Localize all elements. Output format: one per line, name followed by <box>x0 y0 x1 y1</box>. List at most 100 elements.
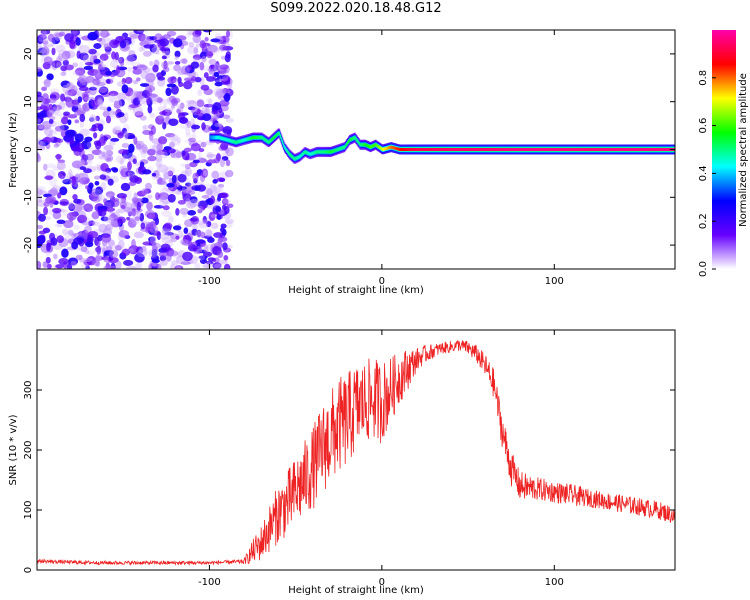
spectrogram-noise-point <box>203 103 214 108</box>
spectrogram-noise-point <box>46 263 52 269</box>
spectrogram-noise-point <box>43 78 51 88</box>
spectrogram-ridge-cell <box>423 148 426 151</box>
spectrogram-ridge-cell <box>444 148 446 151</box>
spectrogram-noise-point <box>220 223 227 229</box>
spectrogram-noise-point <box>134 253 145 263</box>
spectrogram-ridge-cell <box>641 148 644 151</box>
spectrogram-noise-point <box>73 236 84 245</box>
spectrogram-ridge-cell <box>342 145 345 149</box>
spectrogram-noise-point <box>56 219 66 225</box>
spectrogram-noise-point <box>98 223 108 233</box>
spectrogram-ridge-cell <box>602 148 605 151</box>
spectrogram-ridge-cell <box>469 148 471 151</box>
spectrogram-noise-point <box>212 179 218 184</box>
spectrogram-ridge-cell <box>470 148 472 151</box>
spectrogram-ridge-cell <box>255 136 258 140</box>
spectrogram-ridge-cell <box>268 140 270 144</box>
spectrogram-noise-point <box>109 265 117 269</box>
spectrogram-noise-point <box>88 86 97 91</box>
spectrogram-ridge-cell <box>664 148 667 151</box>
spectrogram-noise-point <box>178 116 188 124</box>
spectrogram-noise-point <box>98 155 105 160</box>
spectrogram-noise-point <box>103 43 111 50</box>
spectrogram-ridge-cell <box>418 148 420 151</box>
spectrogram-ridge-cell <box>282 143 285 147</box>
spectrogram-y-label: Frequency (Hz) <box>8 112 19 188</box>
spectrogram-noise-point <box>37 66 42 72</box>
spectrogram-noise-point <box>95 254 101 263</box>
spectrogram-ridge-cell <box>447 148 449 151</box>
spectrogram-ridge-cell <box>450 148 452 151</box>
spectrogram-noise-point <box>136 262 143 269</box>
spectrogram-ridge-cell <box>357 140 359 144</box>
spectrogram-ridge-cell <box>394 146 397 150</box>
spectrogram-noise-point <box>74 119 80 124</box>
spectrogram-ridge-cell <box>546 148 549 151</box>
spectrogram-noise-point <box>139 212 145 222</box>
spectrogram-ridge-cell <box>507 148 509 151</box>
spectrogram-noise-point <box>198 157 207 164</box>
spectrogram-noise-point <box>169 263 176 269</box>
spectrogram-noise-point <box>91 211 100 220</box>
spectrogram-ridge-cell <box>638 148 641 151</box>
spectrogram-noise-point <box>168 118 179 127</box>
spectrogram-noise-point <box>113 198 119 203</box>
spectrogram-ridge-cell <box>365 143 368 147</box>
spectrogram-ridge-cell <box>215 136 218 140</box>
spectrogram-noise-point <box>88 48 97 55</box>
spectrogram-ridge-cell <box>266 139 268 143</box>
spectrogram-noise-point <box>44 175 54 180</box>
spectrogram-noise-point <box>139 247 149 256</box>
spectrogram-noise-point <box>205 229 213 237</box>
spectrogram-noise-point <box>210 38 221 43</box>
spectrogram-noise-point <box>157 164 169 173</box>
spectrogram-noise-point <box>193 47 199 54</box>
spectrogram-ridge-cell <box>273 135 276 139</box>
spectrogram-noise-point <box>218 185 224 193</box>
spectrogram-noise-point <box>155 158 163 166</box>
spectrogram-ridge-cell <box>557 148 559 151</box>
spectrogram-ridge-cell <box>372 144 375 148</box>
spectrogram-ridge-cell <box>475 148 477 151</box>
spectrogram-noise-point <box>135 143 142 151</box>
spectrogram-noise-point <box>207 237 215 243</box>
spectrogram-noise-point <box>106 193 114 200</box>
spectrogram-noise-point <box>47 33 55 42</box>
spectrogram-ridge-cell <box>579 148 582 151</box>
spectrogram-noise-point <box>72 30 78 35</box>
spectrogram-ridge-cell <box>407 148 409 151</box>
spectrogram-noise-point <box>96 37 103 42</box>
spectrogram-noise-point <box>93 68 101 77</box>
spectrogram-ridge-cell <box>210 136 212 140</box>
spectrogram-ridge-cell <box>401 148 404 151</box>
spectrogram-ridge-cell <box>606 148 609 151</box>
spectrogram-noise-point <box>75 37 81 46</box>
spectrogram-noise-point <box>162 66 170 73</box>
spectrogram-noise-point <box>37 189 47 195</box>
spectrogram-ridge-cell <box>556 148 558 151</box>
spectrogram-ridge-cell <box>541 148 543 151</box>
spectrogram-noise-point <box>43 206 49 216</box>
spectrogram-noise-point <box>121 165 128 172</box>
spectrogram-noise-point <box>190 76 197 81</box>
spectrogram-noise-point <box>42 261 49 269</box>
spectrogram-ridge-cell <box>434 148 437 151</box>
spectrogram-ridge-cell <box>385 147 387 151</box>
spectrogram-noise-point <box>118 99 125 107</box>
spectrogram-ridge-cell <box>499 148 501 151</box>
spectrogram-ridge-cell <box>472 148 474 151</box>
spectrogram-noise-point <box>136 77 141 82</box>
spectrogram-noise-point <box>192 34 202 44</box>
spectrogram-ridge-cell <box>551 148 554 151</box>
spectrogram-ridge-cell <box>595 148 597 151</box>
spectrogram-ridge-cell <box>452 148 454 151</box>
spectrogram-noise-point <box>184 163 191 170</box>
spectrogram-ridge-cell <box>534 148 536 151</box>
spectrogram-noise-point <box>78 158 85 167</box>
spectrogram-ridge-cell <box>381 147 383 151</box>
spectrogram-noise-point <box>72 70 84 76</box>
spectrogram-noise-point <box>175 190 182 195</box>
spectrogram-noise-point <box>53 143 59 148</box>
spectrogram-noise-point <box>224 53 231 63</box>
spectrogram-noise-point <box>55 44 66 53</box>
